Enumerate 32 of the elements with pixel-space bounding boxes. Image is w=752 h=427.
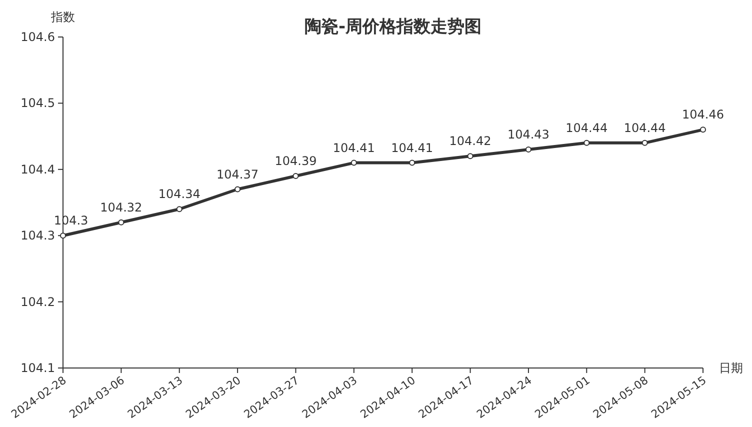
y-tick-label: 104.1 xyxy=(20,361,55,375)
data-label: 104.46 xyxy=(682,108,724,122)
data-label: 104.42 xyxy=(449,134,492,148)
point xyxy=(700,126,706,133)
y-tick-label: 104.3 xyxy=(20,228,55,243)
point xyxy=(525,146,532,153)
point xyxy=(642,140,648,146)
point xyxy=(176,206,182,212)
data-label: 104.43 xyxy=(507,128,550,142)
y-axis-title: 指数 xyxy=(50,10,75,24)
point xyxy=(118,219,124,226)
point xyxy=(292,173,299,180)
data-label: 104.37 xyxy=(216,167,259,182)
data-label: 104.44 xyxy=(566,120,608,135)
y-tick-label: 104.5 xyxy=(20,96,55,110)
point xyxy=(234,186,241,192)
point xyxy=(60,232,66,239)
data-label: 104.41 xyxy=(391,140,434,155)
data-label: 104.44 xyxy=(624,120,666,135)
point xyxy=(467,153,474,160)
x-axis-title: 日期 xyxy=(719,361,743,375)
data-label: 104.34 xyxy=(158,187,200,202)
y-tick-label: 104.2 xyxy=(20,294,55,309)
y-tick-label: 104.6 xyxy=(20,30,55,44)
chart-title: 陶瓷-周价格指数走势图 xyxy=(304,17,482,37)
point xyxy=(409,160,416,166)
data-label: 104.32 xyxy=(100,200,142,214)
point xyxy=(584,140,590,146)
data-label: 104.39 xyxy=(274,154,317,168)
y-tick-label: 104.4 xyxy=(20,162,55,176)
point xyxy=(350,160,357,166)
data-label: 104.41 xyxy=(332,140,375,155)
